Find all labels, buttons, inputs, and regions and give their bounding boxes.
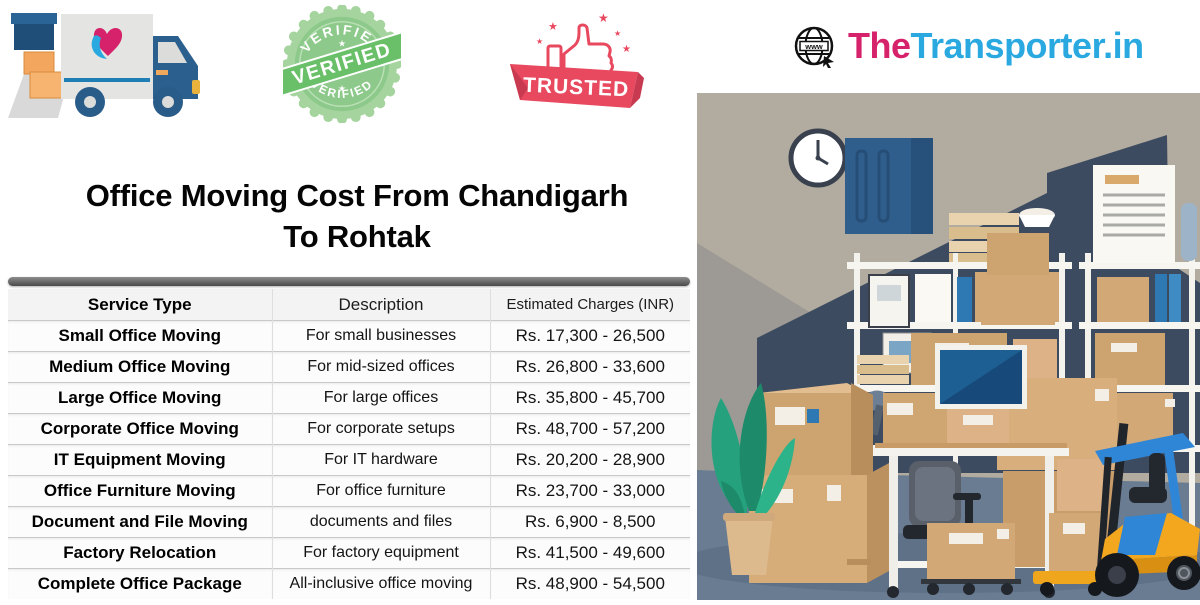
description-cell: documents and files <box>271 506 490 538</box>
star-icon: ★ <box>614 29 621 38</box>
service-cell: Factory Relocation <box>8 537 272 569</box>
description-cell: For office furniture <box>271 475 490 507</box>
table-row: Factory Relocation For factory equipment… <box>8 537 690 569</box>
pricing-table-block: Service Type Description Estimated Charg… <box>8 277 690 599</box>
description-cell: For large offices <box>271 382 490 414</box>
verified-badge: VERIFIED VERIFIED ★ ★ VERIFIED <box>271 4 413 124</box>
moving-scene-illustration <box>677 93 1200 600</box>
charges-cell: Rs. 23,700 - 33,000 <box>489 475 690 507</box>
box-stack-left <box>749 383 889 583</box>
monitor <box>935 345 1027 409</box>
charges-cell: Rs. 6,900 - 8,500 <box>489 506 690 538</box>
globe-icon: www <box>794 26 834 68</box>
verified-stamp-icon: VERIFIED VERIFIED ★ ★ VERIFIED <box>271 4 413 124</box>
pricing-table: Service Type Description Estimated Charg… <box>8 289 690 599</box>
brand-name-transporter: Transporter.in <box>910 25 1145 66</box>
service-cell: IT Equipment Moving <box>8 444 272 476</box>
service-cell: Medium Office Moving <box>8 351 272 383</box>
table-row: IT Equipment Moving For IT hardware Rs. … <box>8 444 690 476</box>
star-icon: ★ <box>598 11 609 25</box>
brand-logo: www TheTransporter.in <box>792 24 1144 68</box>
globe-www-label: www <box>804 42 823 51</box>
star-icon: ★ <box>622 44 631 55</box>
service-cell: Small Office Moving <box>8 320 272 352</box>
heart-logo-icon <box>93 28 123 56</box>
potted-plant <box>711 383 795 575</box>
description-cell: For mid-sized offices <box>271 351 490 383</box>
column-header-charges: Estimated Charges (INR) <box>489 289 690 321</box>
wall-clock <box>788 128 848 188</box>
table-row: Corporate Office Moving For corporate se… <box>8 413 690 445</box>
star-icon: ★ <box>536 37 543 46</box>
brand-name-the: The <box>848 25 911 66</box>
truck-window <box>158 42 187 63</box>
service-cell: Corporate Office Moving <box>8 413 272 445</box>
cursor-icon <box>823 56 834 68</box>
description-cell: For IT hardware <box>271 444 490 476</box>
truck-icon <box>8 13 200 118</box>
page-title: Office Moving Cost From Chandigarh To Ro… <box>12 176 702 258</box>
trusted-ribbon: TRUSTED <box>510 64 644 108</box>
charges-cell: Rs. 35,800 - 45,700 <box>489 382 690 414</box>
charges-cell: Rs. 17,300 - 26,500 <box>489 320 690 352</box>
column-header-description: Description <box>271 289 490 321</box>
box-dolly <box>921 523 1021 595</box>
description-cell: For small businesses <box>271 320 490 352</box>
brand-name: TheTransporter.in <box>848 25 1144 67</box>
page-title-line1: Office Moving Cost From Chandigarh <box>85 178 629 213</box>
moving-truck-illustration <box>6 6 206 121</box>
table-top-bar <box>8 277 690 286</box>
page-title-line2: To Rohtak <box>283 218 431 254</box>
charges-cell: Rs. 26,800 - 33,600 <box>489 351 690 383</box>
column-header-service-type: Service Type <box>8 289 272 321</box>
table-row: Small Office Moving For small businesses… <box>8 320 690 352</box>
charges-cell: Rs. 20,200 - 28,900 <box>489 444 690 476</box>
star-icon: ★ <box>548 21 558 33</box>
description-cell: For corporate setups <box>271 413 490 445</box>
table-row: Office Furniture Moving For office furni… <box>8 475 690 507</box>
office-moving-scene <box>677 93 1200 600</box>
star-icon: ★ <box>338 38 346 48</box>
desk <box>873 345 1069 598</box>
cabinet <box>845 138 933 234</box>
truck-cargo <box>61 14 153 99</box>
trusted-badge: ★ ★ ★ ★ ★ TRUSTED <box>506 8 646 118</box>
trusted-ribbon-icon: ★ ★ ★ ★ ★ TRUSTED <box>510 11 644 108</box>
description-cell: For factory equipment <box>271 537 490 569</box>
trusted-label: TRUSTED <box>523 74 630 102</box>
box <box>29 71 65 99</box>
service-cell: Complete Office Package <box>8 568 272 599</box>
crate-stack <box>949 208 1055 262</box>
box <box>23 51 55 75</box>
crate <box>14 20 54 50</box>
star-icon: ★ <box>338 84 346 94</box>
table-row: Medium Office Moving For mid-sized offic… <box>8 351 690 383</box>
table-row: Large Office Moving For large offices Rs… <box>8 382 690 414</box>
charges-cell: Rs. 41,500 - 49,600 <box>489 537 690 569</box>
service-cell: Office Furniture Moving <box>8 475 272 507</box>
table-row: Complete Office Package All-inclusive of… <box>8 568 690 599</box>
charges-cell: Rs. 48,700 - 57,200 <box>489 413 690 445</box>
forklift <box>1033 423 1200 597</box>
charges-cell: Rs. 48,900 - 54,500 <box>489 568 690 599</box>
table-row: Document and File Moving documents and f… <box>8 506 690 538</box>
description-cell: All-inclusive office moving <box>271 568 490 599</box>
table-header-row: Service Type Description Estimated Charg… <box>8 289 690 321</box>
service-cell: Large Office Moving <box>8 382 272 414</box>
service-cell: Document and File Moving <box>8 506 272 538</box>
